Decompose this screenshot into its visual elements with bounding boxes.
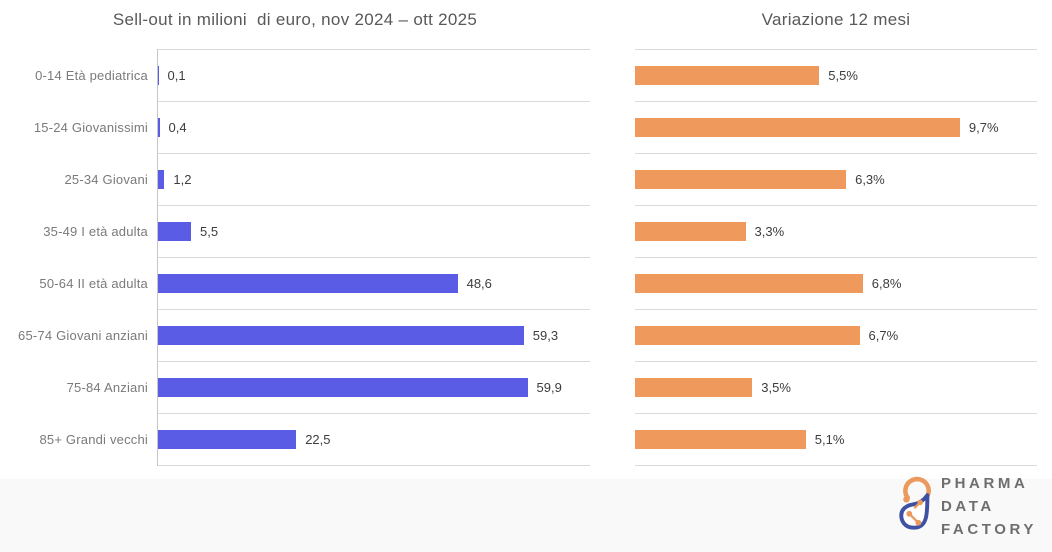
- category-label: 85+ Grandi vecchi: [39, 431, 148, 447]
- logo-text-line: DATA: [941, 498, 995, 515]
- value-label: 9,7%: [968, 120, 999, 135]
- bar: [635, 378, 753, 397]
- chart-row: 6,7%: [635, 309, 1037, 361]
- footer-band: [0, 479, 1052, 552]
- bar: [635, 274, 863, 293]
- value-label: 0,4: [168, 120, 187, 135]
- chart-row: 1,2: [157, 153, 590, 205]
- value-label: 48,6: [466, 276, 492, 291]
- chart-row: 59,3: [157, 309, 590, 361]
- category-label: 0-14 Età pediatrica: [35, 67, 148, 83]
- value-label: 1,2: [173, 172, 192, 187]
- chart-row: 6,3%: [635, 153, 1037, 205]
- chart-row: 5,5%: [635, 49, 1037, 101]
- value-label: 22,5: [305, 432, 331, 447]
- logo-text-line: PHARMA: [941, 475, 1029, 492]
- value-label: 6,7%: [868, 328, 899, 343]
- value-label: 6,8%: [871, 276, 902, 291]
- bar: [635, 430, 806, 449]
- chart-row: 0,1: [157, 49, 590, 101]
- category-label: 75-84 Anziani: [66, 379, 148, 395]
- bar: [635, 66, 820, 85]
- value-label: 3,3%: [754, 224, 785, 239]
- category-label: 25-34 Giovani: [64, 171, 148, 187]
- value-label: 6,3%: [855, 172, 885, 187]
- bar: [635, 170, 847, 189]
- pharma-data-factory-logo: PHARMA DATA FACTORY: [899, 471, 1037, 542]
- bar: [157, 430, 297, 449]
- value-label: 5,1%: [814, 432, 845, 447]
- right-chart-plot: 5,5% 9,7% 6,3% 3,3% 6,8% 6,7% 3,5% 5,1%: [635, 49, 1037, 466]
- left-chart-axis-line: [157, 49, 158, 466]
- bar: [157, 118, 160, 137]
- category-label: 15-24 Giovanissimi: [33, 119, 148, 135]
- value-label: 59,3: [532, 328, 559, 343]
- category-label: 65-74 Giovani anziani: [18, 327, 148, 343]
- category-label: 35-49 I età adulta: [43, 223, 148, 239]
- chart-row: 48,6: [157, 257, 590, 309]
- chart-row: 59,9: [157, 361, 590, 413]
- bar: [635, 118, 960, 137]
- chart-row: 6,8%: [635, 257, 1037, 309]
- pharma-data-factory-logo-text: PHARMA DATA FACTORY: [941, 472, 1037, 541]
- right-chart-title: Variazione 12 mesi: [761, 10, 911, 29]
- chart-row: 3,3%: [635, 205, 1037, 257]
- value-label: 5,5: [200, 224, 219, 239]
- value-label: 0,1: [167, 68, 186, 83]
- chart-row: 0,4: [157, 101, 590, 153]
- left-chart-category-labels: 0-14 Età pediatrica 15-24 Giovanissimi 25-…: [0, 49, 148, 465]
- chart-row: 3,5%: [635, 361, 1037, 413]
- logo-text-line: FACTORY: [941, 521, 1038, 538]
- category-label: 50-64 II età adulta: [39, 275, 148, 291]
- bar: [157, 170, 165, 189]
- value-label: 5,5%: [828, 68, 858, 83]
- value-label: 3,5%: [761, 380, 791, 395]
- pharma-data-factory-logo-icon: [899, 471, 932, 542]
- chart-row: 22,5: [157, 413, 590, 465]
- bar: [157, 274, 458, 293]
- chart-row: 5,1%: [635, 413, 1037, 465]
- value-label: 59,9: [536, 380, 562, 395]
- chart-row: 9,7%: [635, 101, 1037, 153]
- chart-row: 5,5: [157, 205, 590, 257]
- left-chart-plot: 0,1 0,4 1,2 5,5 48,6 59,3 59,9 22,5: [157, 49, 590, 466]
- left-chart-title: Sell-out in milioni di euro, nov 2024 – …: [112, 10, 478, 29]
- bar: [157, 378, 528, 397]
- bar: [157, 222, 191, 241]
- bar: [635, 222, 746, 241]
- bar: [157, 326, 524, 345]
- bar: [635, 326, 860, 345]
